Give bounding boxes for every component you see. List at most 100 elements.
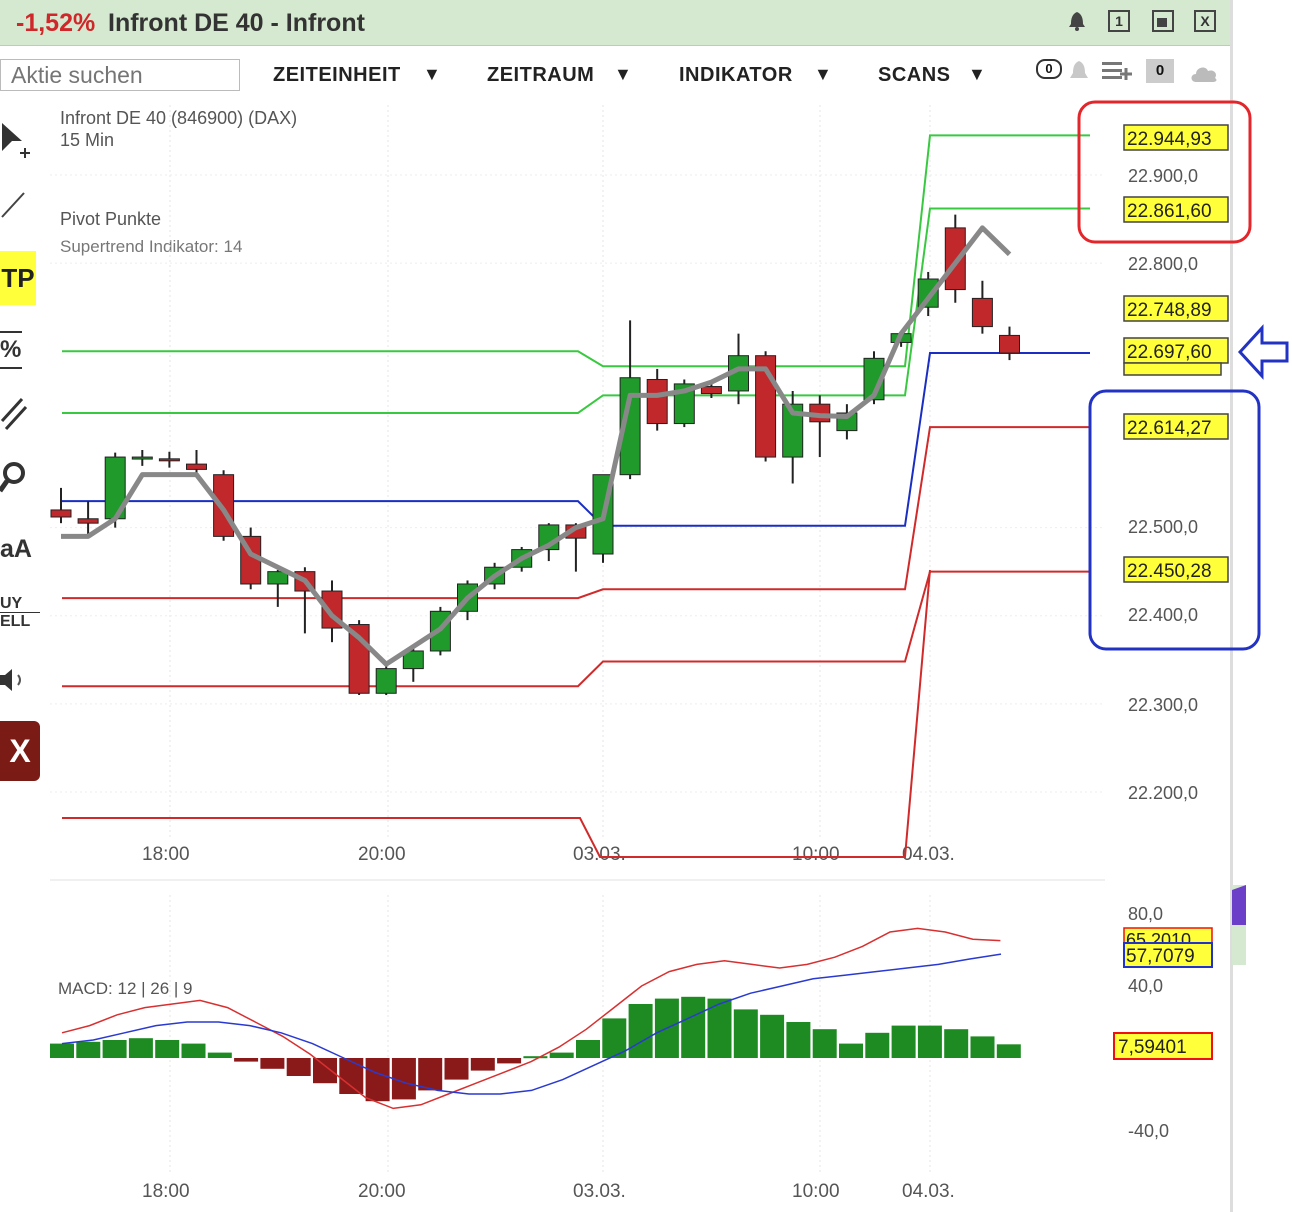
alerts-count[interactable]: 0 bbox=[1036, 59, 1062, 79]
percent-button[interactable]: % bbox=[0, 331, 22, 369]
pivot-line-s1 bbox=[62, 426, 1090, 600]
candle bbox=[863, 357, 885, 401]
macd-histogram-bar bbox=[996, 1044, 1021, 1058]
candle bbox=[538, 524, 560, 551]
candle bbox=[457, 583, 478, 612]
macd-histogram-bar bbox=[365, 1058, 390, 1102]
price-tick: 22.500,0 bbox=[1128, 517, 1198, 537]
trendline-icon[interactable] bbox=[0, 189, 40, 226]
zoom-icon[interactable] bbox=[0, 459, 40, 502]
alarm-icon[interactable] bbox=[1066, 58, 1092, 91]
candle bbox=[186, 463, 207, 470]
bell-icon[interactable] bbox=[1066, 10, 1088, 32]
candle bbox=[104, 456, 126, 520]
close-icon[interactable]: X bbox=[1194, 10, 1216, 32]
right-divider bbox=[1230, 0, 1233, 1212]
scroll-tab[interactable] bbox=[1232, 885, 1246, 965]
price-tag-box bbox=[1123, 295, 1229, 322]
candle bbox=[565, 524, 587, 539]
pivot-line-s3 bbox=[62, 569, 931, 858]
window-1-icon[interactable]: 1 bbox=[1108, 10, 1130, 32]
tp-button[interactable]: TP bbox=[0, 251, 36, 305]
chevron-down-icon[interactable]: ▼ bbox=[614, 64, 632, 84]
candle bbox=[77, 518, 99, 524]
time-label: 10:00 bbox=[792, 844, 840, 865]
price-tag-box bbox=[1123, 413, 1229, 440]
price-tag-box bbox=[1123, 196, 1229, 223]
macd-histogram-bar bbox=[970, 1036, 995, 1058]
text-size-button[interactable]: aA bbox=[0, 535, 32, 563]
candle bbox=[213, 474, 235, 537]
candle bbox=[240, 535, 262, 585]
supertrend-line bbox=[61, 225, 1012, 667]
chevron-down-icon[interactable]: ▼ bbox=[423, 64, 441, 84]
macd-histogram-bar bbox=[102, 1040, 127, 1058]
candle bbox=[592, 474, 614, 555]
window-title: Infront DE 40 - Infront bbox=[108, 9, 365, 37]
macd-histogram-bar bbox=[891, 1025, 916, 1058]
cloud-icon[interactable] bbox=[1188, 62, 1220, 89]
time-label: 04.03. bbox=[902, 844, 955, 865]
price-tag: 22.748,89 bbox=[1127, 300, 1212, 321]
search-input[interactable] bbox=[0, 59, 240, 91]
messages-count[interactable]: 0 bbox=[1146, 59, 1174, 83]
pivot-line-r2 bbox=[62, 134, 1090, 368]
candle bbox=[402, 650, 424, 670]
chevron-down-icon[interactable]: ▼ bbox=[968, 64, 986, 84]
price-tag: 22.697,60 bbox=[1127, 342, 1212, 363]
candle bbox=[999, 334, 1020, 354]
sell-label: ELL bbox=[0, 612, 40, 630]
price-tick: 22.300,0 bbox=[1128, 695, 1198, 715]
macd-histogram-bar bbox=[760, 1014, 785, 1058]
annotation-arrow-icon bbox=[1237, 324, 1289, 380]
candle bbox=[755, 355, 777, 458]
candle bbox=[429, 610, 451, 652]
candle bbox=[836, 412, 858, 432]
macd-tick: -40,0 bbox=[1128, 1121, 1169, 1141]
price-change: -1,52% bbox=[16, 9, 96, 37]
pivot-line-s2 bbox=[62, 570, 1090, 688]
annotation-red-box bbox=[1077, 100, 1252, 244]
buy-label: UY bbox=[0, 595, 23, 612]
time-label: 18:00 bbox=[142, 844, 190, 865]
price-tag: 22.614,27 bbox=[1127, 418, 1212, 439]
macd-line bbox=[61, 927, 1001, 1110]
macd-histogram-bar bbox=[286, 1058, 311, 1076]
chevron-down-icon[interactable]: ▼ bbox=[814, 64, 832, 84]
cursor-icon[interactable] bbox=[0, 119, 40, 166]
menu-zeiteinheit[interactable]: ZEITEINHEIT bbox=[273, 64, 401, 86]
parallel-lines-icon[interactable] bbox=[0, 395, 40, 438]
macd-histogram-bar bbox=[497, 1058, 522, 1064]
macd-histogram-bar bbox=[76, 1041, 101, 1058]
grid bbox=[50, 105, 1105, 1175]
candle bbox=[158, 458, 180, 462]
close-chart-button[interactable]: X bbox=[0, 721, 40, 781]
speaker-icon[interactable] bbox=[0, 665, 40, 702]
macd-tag-box bbox=[1123, 942, 1213, 968]
menu-indikator[interactable]: INDIKATOR bbox=[679, 64, 793, 86]
window-titlebar: -1,52% Infront DE 40 - Infront 1 X bbox=[0, 0, 1230, 46]
pivot-label: Pivot Punkte bbox=[60, 209, 161, 229]
interval-label: 15 Min bbox=[60, 130, 114, 150]
restore-icon[interactable] bbox=[1152, 10, 1174, 32]
candle bbox=[267, 571, 289, 585]
macd-histogram-bar bbox=[707, 998, 732, 1058]
annotation-blue-box bbox=[1088, 389, 1261, 651]
time-label: 04.03. bbox=[902, 1181, 955, 1202]
macd-tick: 80,0 bbox=[1128, 904, 1163, 924]
candle bbox=[782, 403, 804, 458]
price-axis: 22.900,0 22.800,0 22.500,0 22.400,0 22.3… bbox=[1128, 166, 1198, 803]
menu-zeitraum[interactable]: ZEITRAUM bbox=[487, 64, 595, 86]
price-tag: 22.450,28 bbox=[1127, 561, 1212, 582]
watchlist-add-icon[interactable] bbox=[1100, 58, 1134, 91]
macd-tags: 65,2010 57,7079 7,59401 bbox=[1113, 927, 1213, 1060]
candle bbox=[511, 549, 533, 568]
menu-scans[interactable]: SCANS bbox=[878, 64, 951, 86]
candle bbox=[917, 278, 939, 308]
price-tags: 22.944,93 22.861,60 22.748,89 22.697,60 … bbox=[1123, 124, 1229, 583]
macd-label: MACD: 12 | 26 | 9 bbox=[58, 979, 193, 998]
instrument-label: Infront DE 40 (846900) (DAX) bbox=[60, 108, 297, 128]
buy-sell-button[interactable]: UY ELL bbox=[0, 595, 40, 630]
macd-histogram-bar bbox=[917, 1025, 942, 1058]
